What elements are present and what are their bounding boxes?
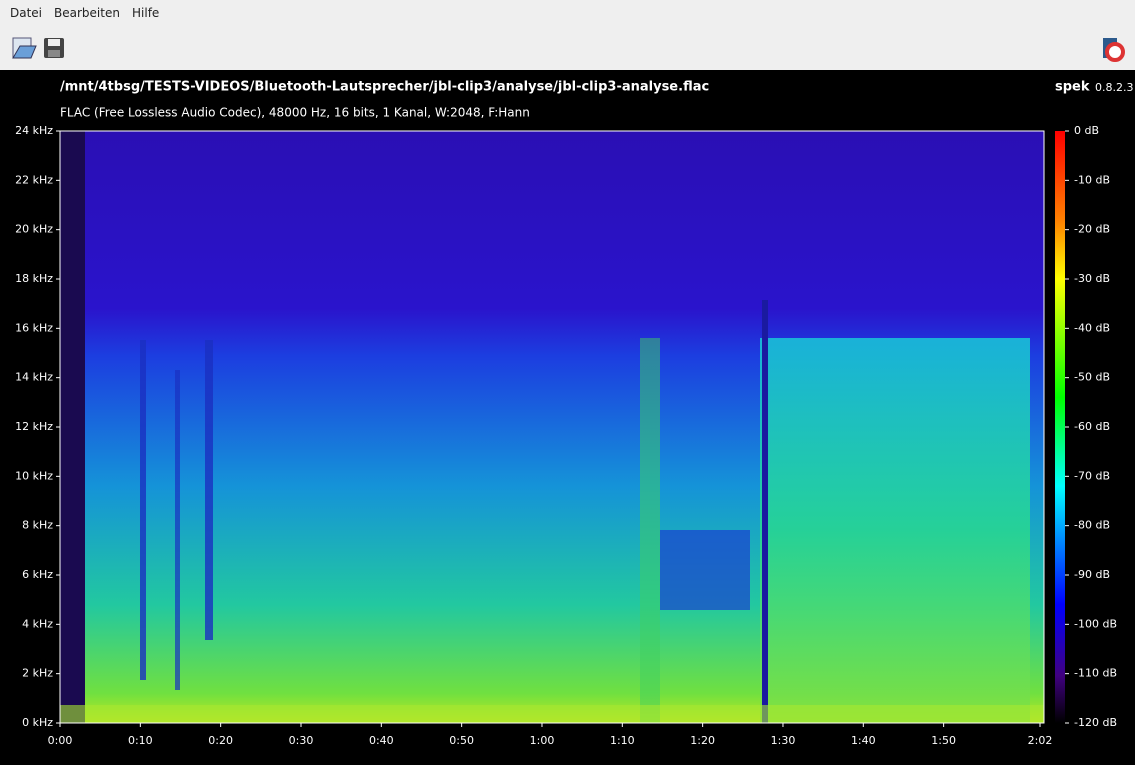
x-tick-label: 1:30 xyxy=(771,734,796,747)
x-tick-label: 2:02 xyxy=(1028,734,1053,747)
y-tick-label: 24 kHz xyxy=(15,124,53,137)
x-tick-label: 0:50 xyxy=(449,734,474,747)
x-tick-label: 1:40 xyxy=(851,734,876,747)
db-tick-label: -120 dB xyxy=(1074,716,1117,729)
db-tick-label: -40 dB xyxy=(1074,321,1110,334)
menu-item[interactable]: Bearbeiten xyxy=(54,6,120,20)
y-tick-label: 20 kHz xyxy=(15,223,53,236)
x-tick-label: 1:20 xyxy=(690,734,715,747)
plot-frame xyxy=(59,130,1045,724)
x-tick-label: 0:40 xyxy=(369,734,394,747)
y-tick-label: 18 kHz xyxy=(15,272,53,285)
y-tick-label: 0 kHz xyxy=(22,716,53,729)
toolbar xyxy=(0,28,1135,70)
app-version: 0.8.2.3 xyxy=(1095,81,1133,94)
menu-item[interactable]: Hilfe xyxy=(132,6,160,20)
db-tick-label: -60 dB xyxy=(1074,420,1110,433)
spectrogram-view: /mnt/4tbsg/TESTS-VIDEOS/Bluetooth-Lautsp… xyxy=(15,80,1133,748)
open-button[interactable] xyxy=(12,37,37,59)
y-tick-label: 2 kHz xyxy=(22,667,53,680)
app-name: spek xyxy=(1055,80,1090,95)
db-tick-label: -50 dB xyxy=(1074,371,1110,384)
menu-bar: Datei Bearbeiten Hilfe xyxy=(0,0,1135,28)
db-tick-label: -100 dB xyxy=(1074,617,1117,630)
x-tick-label: 1:00 xyxy=(530,734,555,747)
y-tick-label: 12 kHz xyxy=(15,420,53,433)
y-tick-label: 8 kHz xyxy=(22,519,53,532)
toolbar-icons xyxy=(12,37,1125,62)
save-button[interactable] xyxy=(44,38,64,58)
file-path: /mnt/4tbsg/TESTS-VIDEOS/Bluetooth-Lautsp… xyxy=(60,80,709,95)
db-tick-label: 0 dB xyxy=(1074,124,1099,137)
db-tick-label: -90 dB xyxy=(1074,568,1110,581)
spectrogram-image xyxy=(60,131,1044,723)
y-tick-label: 16 kHz xyxy=(15,321,53,334)
y-tick-label: 4 kHz xyxy=(22,617,53,630)
color-scale xyxy=(1055,131,1065,723)
db-tick-label: -110 dB xyxy=(1074,667,1117,680)
db-tick-label: -70 dB xyxy=(1074,469,1110,482)
y-tick-label: 10 kHz xyxy=(15,469,53,482)
x-tick-label: 0:20 xyxy=(208,734,233,747)
db-tick-label: -80 dB xyxy=(1074,519,1110,532)
menu-item[interactable]: Datei xyxy=(10,6,43,20)
x-tick-label: 0:10 xyxy=(128,734,153,747)
db-tick-label: -10 dB xyxy=(1074,173,1110,186)
y-tick-label: 14 kHz xyxy=(15,371,53,384)
x-tick-label: 0:30 xyxy=(289,734,314,747)
x-tick-label: 0:00 xyxy=(48,734,73,747)
y-tick-label: 22 kHz xyxy=(15,173,53,186)
db-tick-label: -30 dB xyxy=(1074,272,1110,285)
db-tick-label: -20 dB xyxy=(1074,223,1110,236)
x-tick-label: 1:10 xyxy=(610,734,635,747)
y-tick-label: 6 kHz xyxy=(22,568,53,581)
x-tick-label: 1:50 xyxy=(931,734,956,747)
file-info: FLAC (Free Lossless Audio Codec), 48000 … xyxy=(60,106,530,120)
help-button[interactable] xyxy=(1103,38,1125,62)
